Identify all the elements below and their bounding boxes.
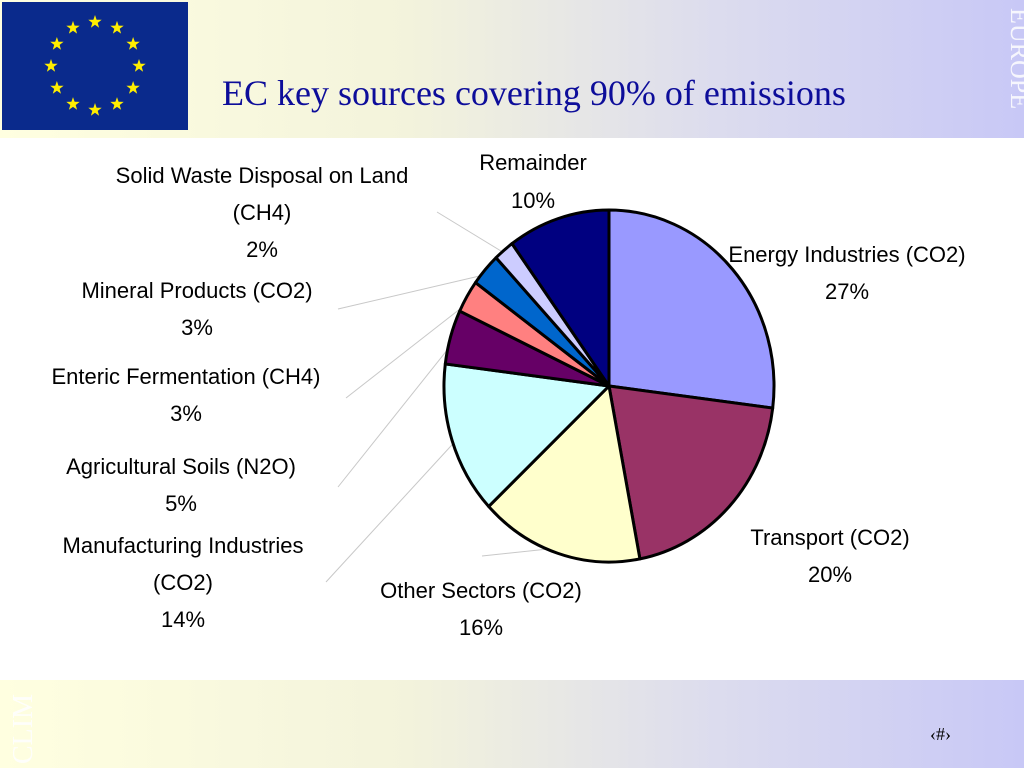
star-icon <box>126 81 140 94</box>
eu-flag-logo <box>2 2 188 130</box>
side-text-right: EUROPE <box>1005 8 1024 110</box>
slice-value-label: 16% <box>459 615 503 640</box>
leader-line <box>436 211 508 256</box>
star-icon <box>88 103 102 116</box>
star-icon <box>110 97 124 110</box>
slice-category-label: Mineral Products (CO2) <box>81 278 312 303</box>
pie-slice <box>607 384 775 561</box>
slice-value-label: 5% <box>165 491 197 516</box>
star-icon <box>126 37 140 50</box>
slice-category-label: Enteric Fermentation (CH4) <box>52 364 321 389</box>
star-icon <box>44 59 58 72</box>
slice-category-label: Remainder <box>479 150 587 175</box>
pie-slice <box>607 208 776 410</box>
star-icon <box>66 20 80 34</box>
pie-slice <box>510 208 611 388</box>
pie-slice <box>487 384 642 564</box>
leader-line <box>337 273 490 310</box>
slide-title: EC key sources covering 90% of emissions <box>222 73 846 113</box>
slice-value-label: 20% <box>808 562 852 587</box>
slice-value-label: 3% <box>170 401 202 426</box>
slice-category-label: Agricultural Soils (N2O) <box>66 454 296 479</box>
star-icon <box>50 37 64 50</box>
slice-value-label: 3% <box>181 315 213 340</box>
slice-value-label: 27% <box>825 279 869 304</box>
slice-category-label: Solid Waste Disposal on Land <box>116 163 409 188</box>
star-icon <box>88 15 102 28</box>
leader-line <box>345 299 473 399</box>
slice-value-label: 14% <box>161 607 205 632</box>
eu-stars-icon <box>44 15 146 116</box>
slice-category-label: (CO2) <box>153 570 213 595</box>
star-icon <box>66 97 80 110</box>
star-icon <box>110 20 124 34</box>
leader-line <box>337 338 457 488</box>
pie-slice <box>442 362 611 508</box>
slice-category-label: Energy Industries (CO2) <box>728 242 965 267</box>
slice-value-label: 10% <box>511 188 555 213</box>
footer-band <box>0 680 1024 768</box>
slice-category-label: Manufacturing Industries <box>63 533 304 558</box>
leader-line <box>325 438 459 583</box>
page-number: ‹#› <box>930 724 951 744</box>
slice-category-label: Transport (CO2) <box>750 525 909 550</box>
star-icon <box>50 81 64 94</box>
slice-category-label: (CH4) <box>233 200 292 225</box>
slice-category-label: Other Sectors (CO2) <box>380 578 582 603</box>
slice-value-label: 2% <box>246 237 278 262</box>
star-icon <box>132 59 146 72</box>
